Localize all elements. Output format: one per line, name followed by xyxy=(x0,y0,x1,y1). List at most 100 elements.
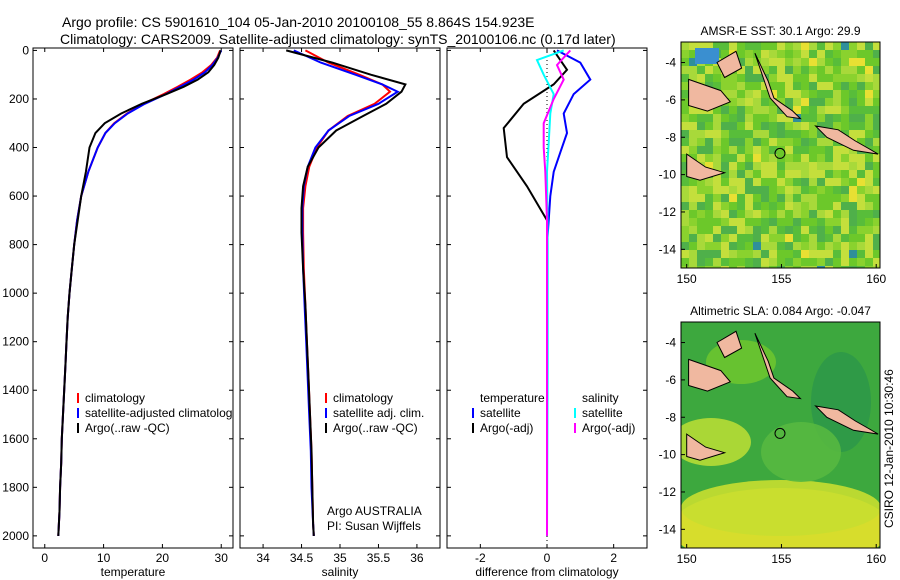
sst-grid-cell xyxy=(737,106,745,114)
sst-grid-cell xyxy=(777,98,785,106)
sst-grid-cell xyxy=(681,130,689,138)
sst-grid-cell xyxy=(745,90,753,98)
sst-grid-cell xyxy=(705,234,713,242)
sst-grid-cell xyxy=(865,74,873,82)
sst-grid-cell xyxy=(681,162,689,170)
sst-grid-cell xyxy=(769,218,777,226)
sst-grid-cell xyxy=(865,90,873,98)
sst-grid-cell xyxy=(817,242,825,250)
depth-tick-label: 1200 xyxy=(2,335,29,349)
figure-title-line1: Argo profile: CS 5901610_104 05-Jan-2010… xyxy=(62,14,535,30)
sst-grid-cell xyxy=(849,234,857,242)
sst-grid-cell xyxy=(809,170,817,178)
sst-grid-cell xyxy=(769,154,777,162)
sst-grid-cell xyxy=(873,202,880,210)
sst-grid-cell xyxy=(681,154,689,162)
sst-grid-cell xyxy=(833,162,841,170)
sst-grid-cell xyxy=(793,58,801,66)
sst-grid-cell xyxy=(785,154,793,162)
sst-grid-cell xyxy=(809,202,817,210)
sst-grid-cell xyxy=(873,98,880,106)
sst-grid-cell xyxy=(753,186,761,194)
sst-grid-cell xyxy=(745,106,753,114)
sst-grid-cell xyxy=(849,210,857,218)
sst-grid-cell xyxy=(793,226,801,234)
amsre_sst_map-ytick-label: -12 xyxy=(659,205,677,219)
sst-grid-cell xyxy=(769,210,777,218)
sst-grid-cell xyxy=(761,90,769,98)
sst-grid-cell xyxy=(729,242,737,250)
sst-grid-cell xyxy=(713,242,721,250)
sst-grid-cell xyxy=(689,146,697,154)
salinity-xtick-label: 35.5 xyxy=(367,551,391,565)
sst-grid-cell xyxy=(769,114,777,122)
sst-grid-cell xyxy=(833,194,841,202)
credit-line1: Argo AUSTRALIA xyxy=(327,504,422,518)
sst-grid-cell xyxy=(841,210,849,218)
sst-grid-cell xyxy=(833,242,841,250)
sst-grid-cell xyxy=(705,210,713,218)
sst-grid-cell xyxy=(713,258,721,266)
sst-grid-cell xyxy=(833,218,841,226)
sst-grid-cell xyxy=(841,50,849,58)
sst-grid-cell xyxy=(737,130,745,138)
sst-grid-cell xyxy=(857,122,865,130)
sst-grid-cell xyxy=(873,90,880,98)
sst-grid-cell xyxy=(745,242,753,250)
sst-grid-cell xyxy=(713,106,721,114)
sst-grid-cell xyxy=(801,162,809,170)
sst-grid-cell xyxy=(801,242,809,250)
sst-grid-cell xyxy=(801,154,809,162)
salinity-xlabel: salinity xyxy=(322,565,359,579)
sst-grid-cell xyxy=(841,194,849,202)
sst-grid-cell xyxy=(809,162,817,170)
sst-grid-cell xyxy=(833,154,841,162)
sst-grid-cell xyxy=(705,226,713,234)
sst-grid-cell xyxy=(753,226,761,234)
sst-grid-cell xyxy=(833,210,841,218)
sst-grid-cell xyxy=(737,250,745,258)
sst-grid-cell xyxy=(793,74,801,82)
sst-grid-cell xyxy=(737,202,745,210)
sst-grid-cell xyxy=(833,114,841,122)
sst-grid-cell xyxy=(793,170,801,178)
sst-grid-cell xyxy=(745,218,753,226)
sst-grid-cell xyxy=(745,146,753,154)
sst-grid-cell xyxy=(705,66,713,74)
sst-grid-cell xyxy=(737,194,745,202)
sst-grid-cell xyxy=(769,106,777,114)
sst-grid-cell xyxy=(761,194,769,202)
sst-grid-cell xyxy=(849,98,857,106)
sst-grid-cell xyxy=(849,266,857,268)
sst-grid-cell xyxy=(745,50,753,58)
sst-grid-cell xyxy=(761,146,769,154)
sst-grid-cell xyxy=(809,66,817,74)
sst-grid-cell xyxy=(681,74,689,82)
sst-grid-cell xyxy=(689,226,697,234)
sst-grid-cell xyxy=(745,82,753,90)
sst-grid-cell xyxy=(809,226,817,234)
sst-grid-cell xyxy=(753,98,761,106)
sst-grid-cell xyxy=(769,234,777,242)
sst-grid-cell xyxy=(753,250,761,258)
difference-series-3-line xyxy=(542,49,572,536)
sst-grid-cell xyxy=(697,122,705,130)
sst-grid-cell xyxy=(865,242,873,250)
sst-grid-cell xyxy=(833,250,841,258)
sst-grid-cell xyxy=(825,194,833,202)
sst-grid-cell xyxy=(713,146,721,154)
amsre_sst_map-xtick-label: 160 xyxy=(866,272,886,286)
sst-grid-cell xyxy=(713,194,721,202)
amsre_sst_map-frame xyxy=(680,41,881,269)
land-polygon xyxy=(814,405,879,435)
sst-grid-cell xyxy=(865,106,873,114)
sst-grid-cell xyxy=(849,186,857,194)
sst-grid-cell xyxy=(817,138,825,146)
sst-grid-cell xyxy=(697,234,705,242)
sst-grid-cell xyxy=(833,202,841,210)
altimetric_sla_map-xtick-label: 155 xyxy=(771,552,791,566)
sst-grid-cell xyxy=(745,58,753,66)
sst-grid-cell xyxy=(841,90,849,98)
sst-grid-cell xyxy=(729,250,737,258)
sst-grid-cell xyxy=(737,234,745,242)
